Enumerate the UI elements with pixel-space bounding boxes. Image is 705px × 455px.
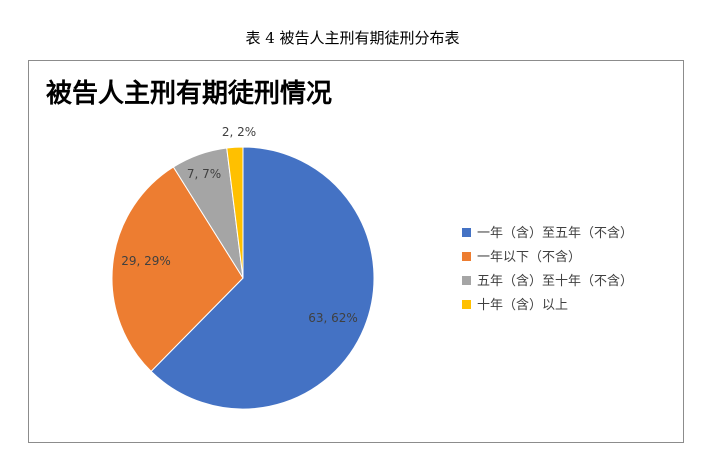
legend-swatch-1 [462, 228, 471, 237]
legend-label-3: 五年（含）至十年（不含） [477, 273, 633, 289]
legend: 一年（含）至五年（不含） 一年以下（不含） 五年（含）至十年（不含） 十年（含）以上 [462, 225, 633, 313]
legend-label-2: 一年以下（不含） [477, 249, 581, 265]
legend-swatch-4 [462, 300, 471, 309]
pie-slice-1 [150, 146, 375, 410]
data-label-4: 2, 2% [222, 125, 256, 139]
pie-slice-2 [111, 166, 244, 373]
pie-slices [111, 146, 375, 410]
chart-title: 被告人主刑有期徒刑情况 [46, 79, 332, 109]
legend-swatch-2 [462, 252, 471, 261]
legend-label-1: 一年（含）至五年（不含） [477, 225, 633, 241]
data-label-3: 7, 7% [187, 167, 221, 181]
slice-labels: 63, 62% 29, 29% 7, 7% 2, 2% [121, 125, 358, 325]
table-caption: 表 4 被告人主刑有期徒刑分布表 [245, 29, 460, 47]
data-label-2: 29, 29% [121, 254, 171, 268]
legend-swatch-3 [462, 276, 471, 285]
chart-area: 被告人主刑有期徒刑情况 63, 62% 29, 29% 7, 7% 2, 2% 一年（… [28, 60, 684, 443]
data-label-1: 63, 62% [308, 311, 358, 325]
pie-slice-4 [226, 146, 244, 279]
legend-label-4: 十年（含）以上 [477, 297, 568, 313]
pie-chart: 被告人主刑有期徒刑情况 63, 62% 29, 29% 7, 7% 2, 2% 一年（… [46, 79, 633, 410]
